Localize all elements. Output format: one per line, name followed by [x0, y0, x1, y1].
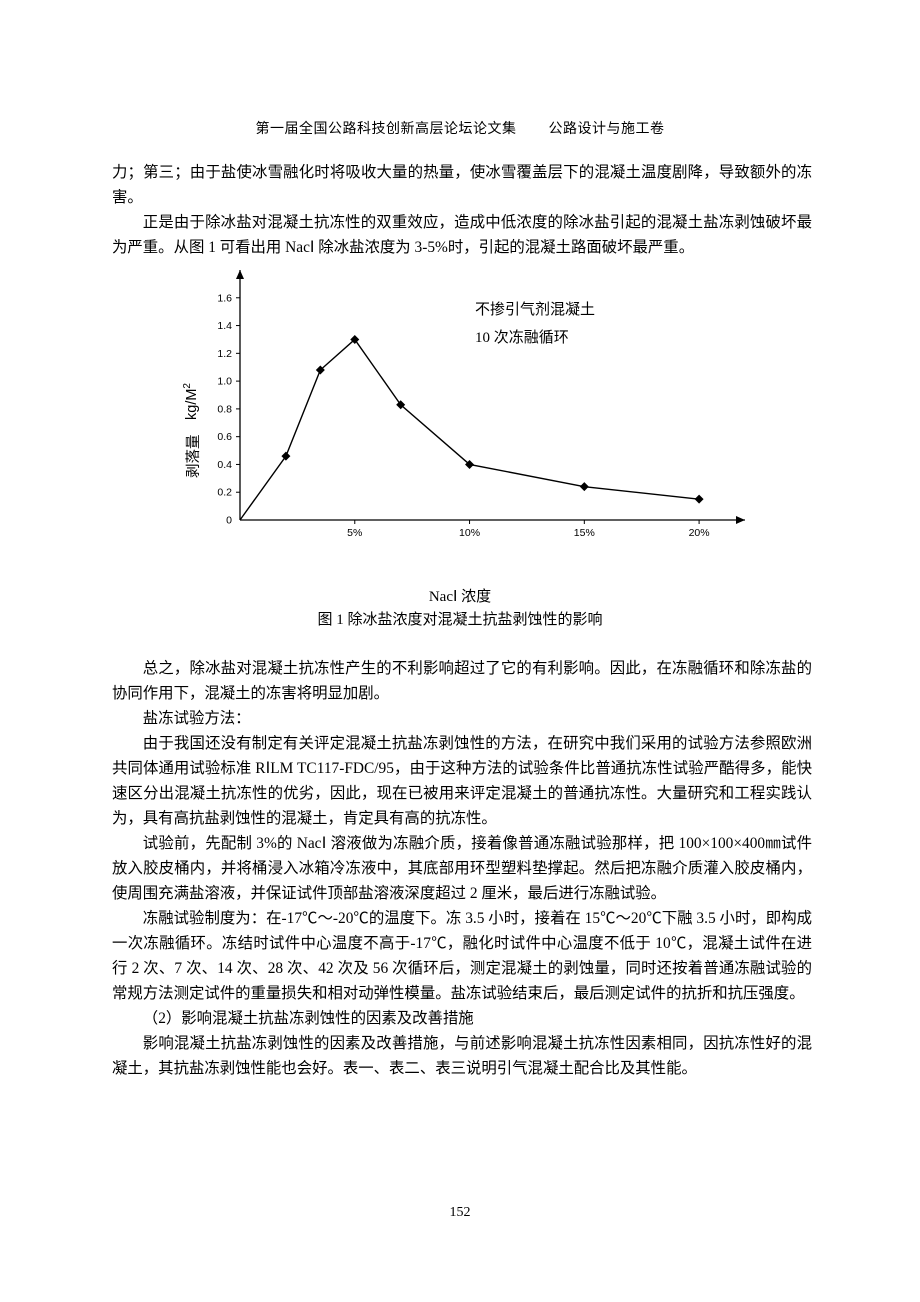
- svg-text:1.4: 1.4: [217, 320, 232, 332]
- page-number: 152: [0, 1205, 920, 1221]
- y-label-unit: kg/M2: [182, 383, 200, 420]
- svg-text:10%: 10%: [459, 527, 480, 539]
- svg-text:0.6: 0.6: [217, 431, 232, 443]
- svg-text:1.2: 1.2: [217, 348, 232, 360]
- y-label-main: 剥落量: [182, 435, 203, 479]
- lower-body: 总之，除冰盐对混凝土抗冻性产生的不利影响超过了它的有利影响。因此，在冻融循环和除…: [112, 656, 812, 1081]
- svg-text:20%: 20%: [689, 527, 710, 539]
- p9-text: 影响混凝土抗盐冻剥蚀性的因素及改善措施，与前述影响混凝土抗冻性因素相同，因抗冻性…: [112, 1031, 812, 1081]
- svg-text:15%: 15%: [574, 527, 595, 539]
- chart-annot-1: 不掺引气剂混凝土: [475, 298, 595, 319]
- p3-text: 总之，除冰盐对混凝土抗冻性产生的不利影响超过了它的有利影响。因此，在冻融循环和除…: [112, 656, 812, 706]
- p4-text: 盐冻试验方法：: [112, 706, 812, 731]
- p1-text: 力；第三；由于盐使冰雪融化时将吸收大量的热量，使冰雪覆盖层下的混凝土温度剧降，导…: [112, 160, 812, 210]
- svg-text:0: 0: [226, 515, 232, 527]
- p2-text: 正是由于除冰盐对混凝土抗冻性的双重效应，造成中低浓度的除冰盐引起的混凝土盐冻剥蚀…: [112, 210, 812, 260]
- p8-text: （2）影响混凝土抗盐冻剥蚀性的因素及改善措施: [112, 1006, 812, 1031]
- chart-svg: 0 0.2 0.4 0.6 0.8 1.0 1.2 1.4 1.6 5% 10% 15% 20%: [185, 260, 755, 545]
- chart-annot-2: 10 次冻融循环: [475, 326, 569, 347]
- page-header: 第一届全国公路科技创新高层论坛论文集 公路设计与施工卷: [0, 118, 920, 138]
- svg-text:0.4: 0.4: [217, 459, 232, 471]
- p7-text: 冻融试验制度为：在-17℃～-20℃的温度下。冻 3.5 小时，接着在 15℃～…: [112, 906, 812, 1006]
- svg-text:1.6: 1.6: [217, 292, 232, 304]
- figure-1-chart: 0 0.2 0.4 0.6 0.8 1.0 1.2 1.4 1.6 5% 10% 15% 20% 剥落量…: [185, 260, 755, 545]
- svg-text:5%: 5%: [347, 527, 362, 539]
- x-axis-caption: NacⅠ 浓度: [0, 585, 920, 606]
- header-left: 第一届全国公路科技创新高层论坛论文集: [256, 122, 517, 137]
- svg-text:0.2: 0.2: [217, 487, 232, 499]
- p6-text: 试验前，先配制 3%的 NacⅠ 溶液做为冻融介质，接着像普通冻融试验那样，把 …: [112, 831, 812, 906]
- paragraph-1: 力；第三；由于盐使冰雪融化时将吸收大量的热量，使冰雪覆盖层下的混凝土温度剧降，导…: [112, 160, 812, 260]
- figure-caption: 图 1 除冰盐浓度对混凝土抗盐剥蚀性的影响: [0, 608, 920, 629]
- header-right: 公路设计与施工卷: [549, 122, 665, 137]
- svg-text:0.8: 0.8: [217, 403, 232, 415]
- p5-text: 由于我国还没有制定有关评定混凝土抗盐冻剥蚀性的方法，在研究中我们采用的试验方法参…: [112, 731, 812, 831]
- svg-text:1.0: 1.0: [217, 376, 232, 388]
